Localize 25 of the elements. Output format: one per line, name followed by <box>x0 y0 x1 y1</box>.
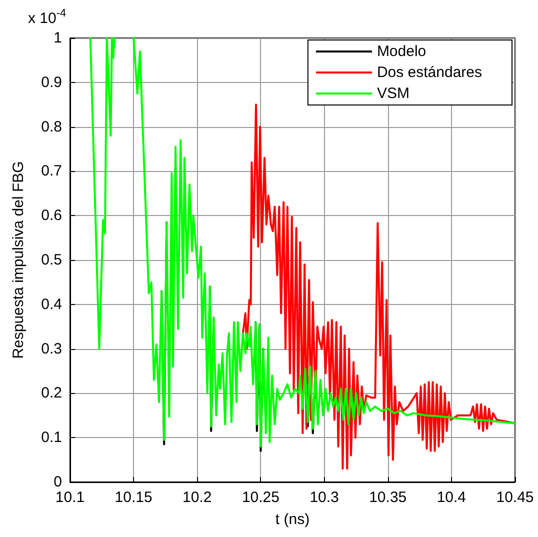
y-tick-label: 0.5 <box>41 252 62 268</box>
y-axis-title: Respuesta impulsiva del FBG <box>10 161 27 359</box>
x-tick-label: 10.4 <box>436 489 466 506</box>
y-tick-label: 0 <box>54 474 62 490</box>
y-tick-label: 1 <box>54 30 62 46</box>
y-tick-label: 0.3 <box>41 340 62 358</box>
y-tick-label: 0.7 <box>41 162 62 180</box>
legend-label: VSM <box>376 85 410 102</box>
x-tick-label: 10.35 <box>369 489 407 506</box>
x-tick-label: 10.1 <box>55 489 85 506</box>
line-series <box>242 104 516 470</box>
x-tick-label: 10.2 <box>182 489 212 506</box>
y-tick-label: 0.2 <box>41 384 62 402</box>
y-tick-label: 0.6 <box>41 207 62 224</box>
y-tick-label: 0.4 <box>41 296 62 313</box>
y-tick-label: 0.9 <box>41 74 62 91</box>
x-axis-title: t (ns) <box>275 511 310 528</box>
legend-label: Dos estándares <box>376 64 482 81</box>
x-tick-label: 10.45 <box>496 489 534 506</box>
legend-label: Modelo <box>376 43 426 60</box>
y-tick-label: 0.8 <box>41 118 62 136</box>
x-tick-label: 10.3 <box>310 489 339 506</box>
x-tick-label: 10.25 <box>242 489 280 506</box>
x-tick-label: 10.15 <box>114 489 152 506</box>
y-tick-label: 0.1 <box>41 429 62 446</box>
